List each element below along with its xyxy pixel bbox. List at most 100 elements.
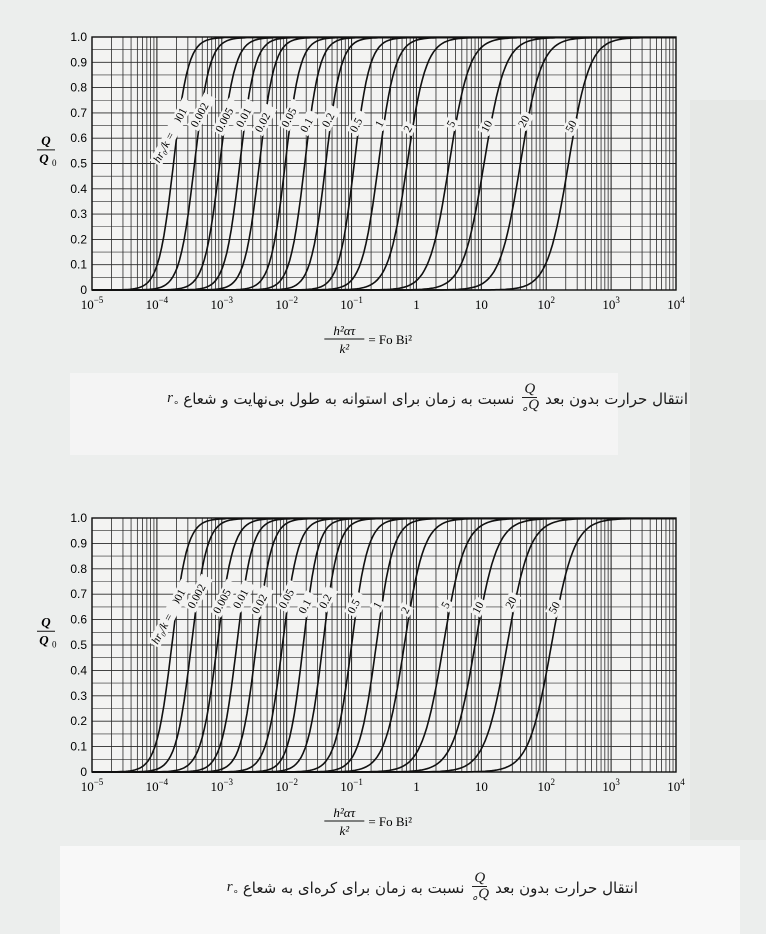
chart1-ytick-label: 0.8 <box>70 81 87 95</box>
chart1-series-label-group: 10 <box>477 114 497 137</box>
chart1-series-label-10: 10 <box>479 119 495 135</box>
chart2-ytick-label: 0.4 <box>70 663 87 677</box>
chart2-xtick-label: 10−3 <box>210 777 233 794</box>
caption-box-cylinder <box>70 373 618 455</box>
chart2-series-label-bg <box>248 584 274 618</box>
chart2-ylabel-den: Q <box>39 632 49 647</box>
chart2-xtick-label: 10−4 <box>146 777 169 794</box>
chart1-series-label-bg <box>477 114 497 137</box>
chart1-xlabel-num: h²ατ <box>333 323 356 338</box>
chart2-xtick-label: 10−1 <box>340 777 363 794</box>
chart1-series-label-group: 50 <box>561 114 582 137</box>
chart1-series-label-bg <box>296 109 320 137</box>
caption-sphere-radius: r∘ <box>227 879 239 898</box>
chart1-series-label-20: 20 <box>516 114 532 130</box>
chart1-ytick-label: 0.6 <box>70 131 87 145</box>
caption-box-sphere <box>60 846 740 934</box>
chart1-series-label-bg <box>251 103 278 137</box>
chart1-series-label-bg <box>443 115 460 132</box>
chart2-curves <box>92 517 676 773</box>
chart2-series-label-bg <box>275 579 301 613</box>
chart1-series-label-bg <box>514 109 535 132</box>
chart1-series-label-group: 20 <box>514 109 535 132</box>
chart1-series-label-1: 1 <box>373 119 386 130</box>
chart2-series-label-10: 10 <box>471 600 487 616</box>
chart1-ytick-label: 0.7 <box>70 106 87 120</box>
caption-cylinder-var-sub: ∘ <box>172 397 180 409</box>
chart1-ytick-label: 0.1 <box>70 258 87 272</box>
chart2-series-label-bg <box>468 596 489 618</box>
chart1-ylabel-den-sub: 0 <box>52 158 57 168</box>
chart1-ytick-label: 0 <box>80 283 87 297</box>
chart1-series-label-group: 1 <box>371 115 388 132</box>
chart1-series-label-group: 2 <box>400 120 417 137</box>
chart1-grid <box>91 36 676 291</box>
chart1-ytick-label: 0.2 <box>70 232 87 246</box>
chart1-xtick-label: 10−5 <box>81 295 104 312</box>
chart2-xtick-label: 102 <box>537 777 555 794</box>
caption-sphere: انتقال حرارت بدون بعد Q Q∘ نسبت به زمان … <box>223 866 638 910</box>
chart1-ylabel-den: Q <box>39 151 49 166</box>
chart1-series-label-group: 5 <box>443 115 460 132</box>
chart1-series-label-50: 50 <box>564 119 580 135</box>
chart1-xtick-label: 104 <box>667 295 685 312</box>
chart2-xtick-label: 10−2 <box>275 777 298 794</box>
caption-sphere-frac-den-sub: ∘ <box>470 891 479 906</box>
caption-sphere-before: انتقال حرارت بدون بعد <box>495 879 638 897</box>
chart1-series-label-bg <box>187 92 216 132</box>
caption-cylinder-frac-num: Q <box>522 380 538 399</box>
chart1-series-label-2: 2 <box>402 124 415 135</box>
chart1-series-label-5: 5 <box>445 119 458 130</box>
caption-cylinder-fraction: Q Q∘ <box>520 380 540 417</box>
chart2-series-label-bg <box>501 591 522 613</box>
chart1-xtick-label: 10−4 <box>146 295 169 312</box>
caption-cylinder-radius: r∘ <box>167 390 179 409</box>
chart2-ytick-label: 0.8 <box>70 562 87 576</box>
caption-sphere-after: نسبت به زمان برای کره‌ای به شعاع <box>242 879 465 897</box>
chart2-series-50 <box>92 517 676 773</box>
chart2-series-label-bg <box>229 579 256 613</box>
chart1-xtick-label: 10 <box>475 297 488 312</box>
chart1-ytick-label: 0.9 <box>70 55 87 69</box>
chart2-series-label-bg <box>369 597 386 613</box>
chart2-series-label-bg <box>315 585 339 613</box>
chart2-xlabel-num: h²ατ <box>333 805 356 820</box>
chart1-ytick-label: 1.0 <box>70 30 87 44</box>
chart2-series-label-bg <box>545 596 565 618</box>
chart1-series-label-bg <box>318 104 341 132</box>
caption-cylinder: انتقال حرارت بدون بعد Q Q∘ نسبت به زمان … <box>163 377 688 421</box>
chart2-series-label-group: 50 <box>545 596 565 618</box>
chart1-xlabel-den: k² <box>339 341 350 356</box>
chart1-xtick-label: 10−3 <box>210 295 233 312</box>
chart1-series-label-bg <box>211 97 241 137</box>
chart2-series-label-bg <box>437 597 455 613</box>
caption-sphere-fraction: Q Q∘ <box>470 869 490 906</box>
sphere-heat-chart: 0 0.1 0.2 0.3 0.4 0.5 0.6 0.7 0.8 0.9 1.0 10−5 10−4 1… <box>37 511 685 838</box>
chart2-ytick-label: 0.2 <box>70 714 87 728</box>
chart1-series-label-bg <box>371 115 388 132</box>
chart2-xtick-label: 103 <box>602 777 620 794</box>
chart1-series-label-bg <box>346 109 369 137</box>
caption-sphere-frac-den: Q <box>478 886 490 903</box>
caption-sphere-var: r <box>226 878 233 895</box>
chart1-ytick-label: 0.4 <box>70 182 87 196</box>
caption-cylinder-var: r <box>167 389 173 406</box>
chart1-xtick-label: 1 <box>413 297 420 312</box>
caption-sphere-frac-num: Q <box>472 869 488 888</box>
caption-cylinder-frac-den: Q <box>528 397 540 414</box>
chart1-series-label-bg <box>400 120 417 137</box>
chart2-series-label-2: 2 <box>399 605 412 616</box>
chart1-xtick-label: 103 <box>602 295 620 312</box>
caption-cylinder-frac-den-sub: ∘ <box>520 402 529 417</box>
chart2-ytick-label: 0.5 <box>70 638 87 652</box>
caption-cylinder-before: انتقال حرارت بدون بعد <box>545 390 688 408</box>
chart2-ylabel-num: Q <box>41 614 51 629</box>
chart2-xtick-label: 1 <box>413 779 420 794</box>
chart2-series-label-group: 5 <box>437 597 455 613</box>
chart2-ytick-label: 0.7 <box>70 587 87 601</box>
chart1-curves <box>92 36 676 291</box>
chart2-series-label-group: 1 <box>369 597 386 613</box>
chart2-ytick-label: 0.3 <box>70 689 87 703</box>
chart2-ytick-label: 0 <box>80 765 87 779</box>
chart2-xlabel-rhs: = Fo Bi² <box>368 814 412 829</box>
